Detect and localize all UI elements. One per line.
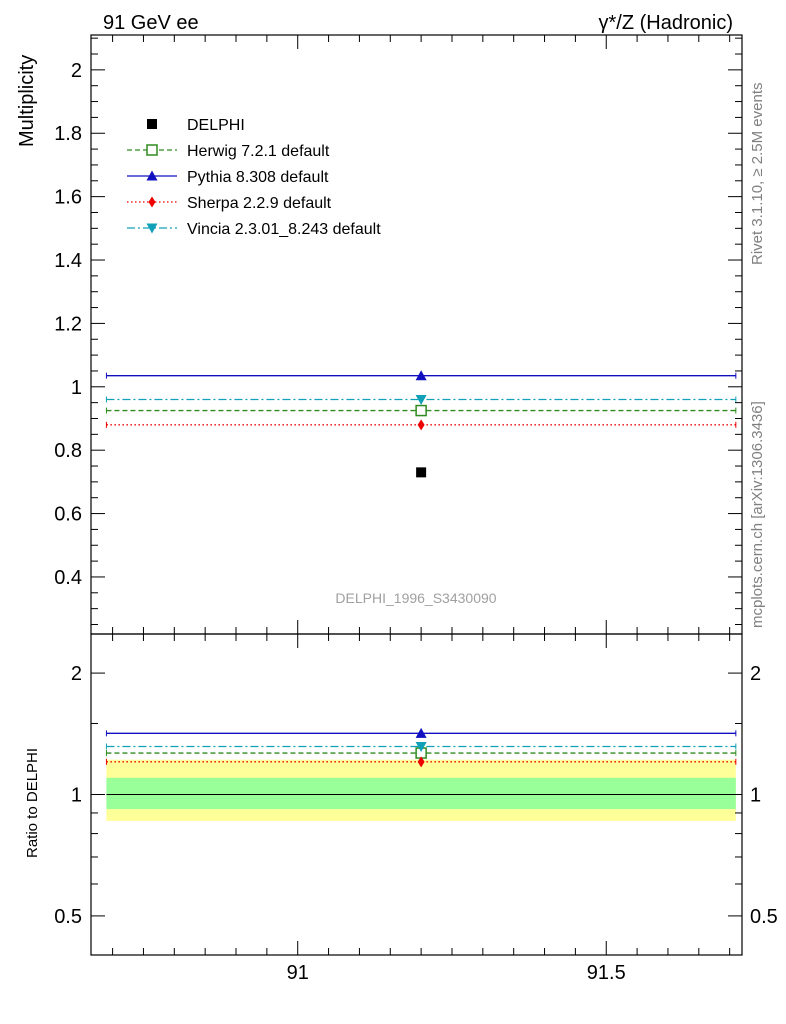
legend-entry-herwig: Herwig 7.2.1 default [127,143,330,160]
legend-marker-vincia [146,223,158,234]
legend-entry-data: DELPHI [147,117,245,134]
watermark: DELPHI_1996_S3430090 [335,590,496,606]
ratio-band-inner [106,777,736,810]
ratio-ytick-label-left: 1 [71,785,82,807]
ratio-xtick-label: 91.5 [587,962,626,984]
legend-marker-herwig [146,144,158,156]
legend-entry-vincia: Vincia 2.3.01_8.243 default [127,221,381,238]
legend-entry-pythia: Pythia 8.308 default [127,169,329,186]
ratio-ylabel: Ratio to DELPHI [24,748,41,858]
main-ylabel: Multiplicity [16,55,38,147]
ratio-ytick-label-right: 0.5 [750,906,778,928]
mcplots-label: mcplots.cern.ch [arXiv:1306.3436] [749,401,766,628]
ratio-ytick-label-left: 2 [71,663,82,685]
main-series-data-marker [416,467,427,478]
header-left: 91 GeV ee [103,12,199,34]
main-ytick-label: 0.4 [54,567,82,589]
main-ytick-label: 1.2 [54,313,82,335]
legend-entry-sherpa: Sherpa 2.2.9 default [127,195,332,212]
main-series-herwig-marker [415,404,427,417]
ratio-ytick-label-left: 0.5 [54,906,82,928]
legend-label-herwig: Herwig 7.2.1 default [187,143,330,160]
legend-label-vincia: Vincia 2.3.01_8.243 default [187,221,381,238]
main-ytick-label: 1.8 [54,123,82,145]
main-ytick-label: 2 [71,60,82,82]
legend: DELPHI Herwig 7.2.1 default Pythia 8.308 d… [127,117,381,238]
ratio-ytick-label-right: 1 [750,785,761,807]
legend-label-data: DELPHI [187,117,245,134]
main-ytick-label: 0.8 [54,440,82,462]
main-ytick-label: 1.4 [54,250,82,272]
main-series-pythia-marker [415,370,427,381]
main-ytick-label: 1 [71,377,82,399]
ratio-series-sherpa-marker [417,756,425,768]
main-ytick-label: 1.6 [54,187,82,209]
ratio-ytick-label-right: 2 [750,663,761,685]
ratio-series-pythia-marker [415,727,427,738]
ratio-series-vincia-marker [415,742,427,753]
legend-marker-sherpa [148,196,156,208]
rivet-label: Rivet 3.1.10, ≥ 2.5M events [749,83,766,266]
legend-label-pythia: Pythia 8.308 default [187,169,329,186]
legend-label-sherpa: Sherpa 2.2.9 default [187,195,332,212]
legend-marker-data [147,119,157,129]
ratio-plot-panel: 0.5 0.5 1 1 2 2 91 91.5 [54,633,778,984]
header-right: γ*/Z (Hadronic) [599,12,733,34]
ratio-xtick-label: 91 [287,962,309,984]
ratio-frame [90,633,743,956]
legend-marker-pythia [146,170,158,181]
main-plot-panel: 0.4 0.6 0.8 1 1.2 1.4 1.6 1.8 2 [54,34,743,635]
main-series-sherpa-marker [417,419,425,431]
main-ytick-label: 0.6 [54,504,82,526]
main-series-vincia-marker [415,394,427,405]
